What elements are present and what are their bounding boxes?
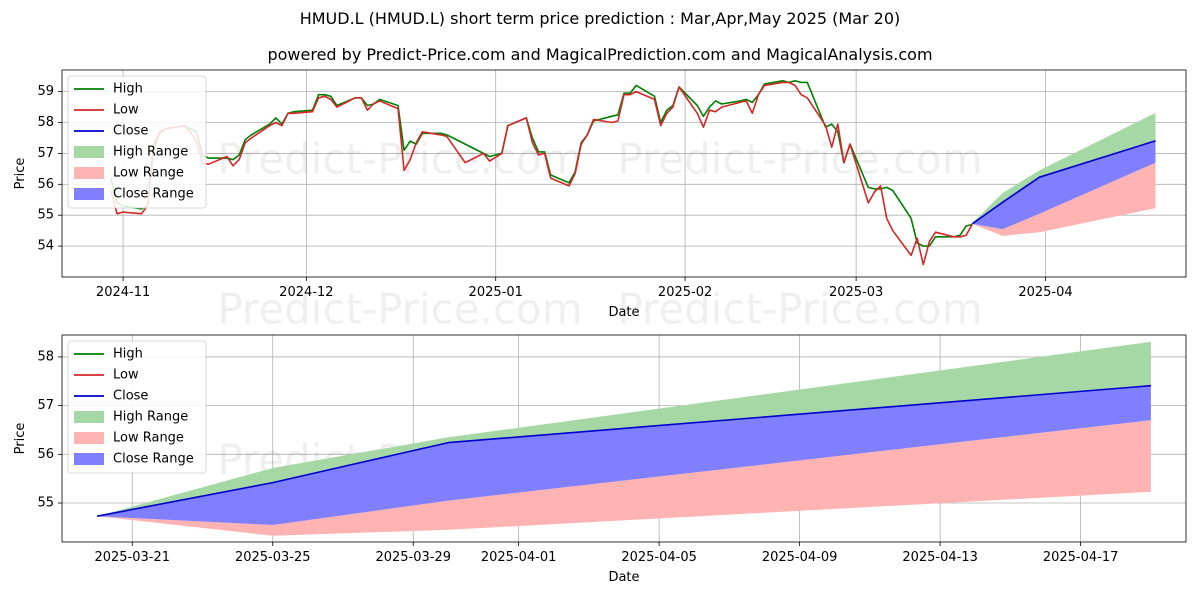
chart-subtitle: powered by Predict-Price.com and Magical… [267,45,933,64]
legend-label: High [113,347,143,362]
legend-label: Low [113,368,139,383]
legend-label: Low Range [113,166,184,181]
range-area-close-range [97,385,1151,525]
range-area-high-range [972,112,1156,224]
y-tick-label: 58 [37,349,54,364]
legend-label: Low Range [113,431,184,446]
range-area-high-range [97,341,1151,517]
x-tick-label: 2025-04-09 [762,550,838,565]
legend-swatch-low-range [74,432,104,444]
x-tick-label: 2025-03-25 [235,550,311,565]
y-tick-label: 59 [37,84,54,99]
legend-swatch-high-range [74,146,104,158]
history-panel: Predict-Price.com Predict-Price.com Predic… [13,69,1187,334]
x-tick-label: 2025-01 [469,285,523,300]
legend-label: Close Range [113,187,194,202]
y-tick-label: 55 [37,496,54,511]
y-tick-label: 57 [37,146,54,161]
legend-swatch-close-range [74,188,104,200]
legend-label: Close Range [113,452,194,467]
legend-label: High Range [113,145,188,160]
x-axis-title: Date [608,305,639,320]
y-tick-label: 56 [37,447,54,462]
chart-title: HMUD.L (HMUD.L) short term price predict… [299,9,901,28]
plot-frame [61,69,1187,278]
x-tick-label: 2025-02 [658,285,712,300]
x-tick-label: 2025-03-29 [375,550,451,565]
x-tick-label: 2025-04-01 [481,550,557,565]
watermark-text: Predict-Price.com [217,135,582,184]
watermark-text: Predict-Price.com [217,285,582,334]
y-tick-label: 58 [37,115,54,130]
y-axis-title: Price [13,158,28,190]
x-tick-label: 2025-04-13 [902,550,978,565]
range-area-low-range [972,162,1156,236]
y-tick-label: 56 [37,177,54,192]
x-tick-label: 2025-03 [829,285,883,300]
watermark-text: Predict-Price.com [617,285,982,334]
x-tick-label: 2024-12 [279,285,333,300]
range-area-low-range [97,420,1151,536]
legend-label: Low [113,103,139,118]
x-tick-label: 2025-03-21 [94,550,170,565]
legend-swatch-close-range [74,453,104,465]
series-line-close [971,140,1156,225]
y-tick-label: 54 [37,239,54,254]
legend-label: Close [113,124,148,139]
y-axis-title: Price [13,423,28,455]
x-tick-label: 2025-04-17 [1043,550,1119,565]
plot-frame [61,334,1187,543]
legend-label: High [113,82,143,97]
x-axis-title: Date [608,570,639,585]
watermark-text: Predict-Price.com [617,135,982,184]
forecast-panel: Predict-Price.comPredict-Price.com555657… [13,334,1187,585]
y-tick-label: 55 [37,208,54,223]
legend-label: High Range [113,410,188,425]
legend-swatch-low-range [74,167,104,179]
legend-swatch-high-range [74,411,104,423]
legend-label: Close [113,389,148,404]
range-area-close-range [972,140,1156,230]
x-tick-label: 2025-04 [1018,285,1072,300]
y-tick-label: 57 [37,398,54,413]
x-tick-label: 2024-11 [96,285,150,300]
series-line-low [110,81,973,266]
x-tick-label: 2025-04-05 [621,550,697,565]
series-line-close [96,384,1151,517]
